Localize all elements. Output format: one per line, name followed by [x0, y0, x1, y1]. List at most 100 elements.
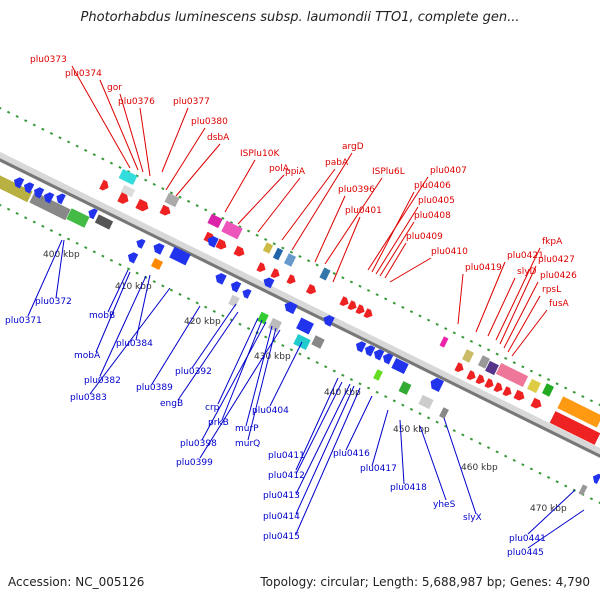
- forward-gene-label[interactable]: plu0406: [414, 181, 451, 191]
- reverse-gene-label[interactable]: plu0383: [70, 393, 107, 403]
- reverse-gene-label[interactable]: plu0417: [360, 464, 397, 474]
- forward-gene-label[interactable]: ppiA: [285, 167, 306, 177]
- tick-dot: [538, 471, 542, 475]
- scale-tick-label: 440 kbp: [324, 388, 361, 398]
- tick-dot: [49, 131, 54, 135]
- reverse-gene-arrow: [263, 277, 275, 289]
- reverse-gene-label[interactable]: plu0441: [509, 534, 546, 544]
- tick-dot: [118, 165, 122, 169]
- forward-gene-label[interactable]: plu0405: [418, 196, 455, 206]
- tick-dot: [512, 458, 516, 462]
- tick-dot: [75, 241, 79, 245]
- forward-gene-label[interactable]: polA: [269, 164, 290, 174]
- reverse-gene-label[interactable]: plu0382: [84, 376, 121, 386]
- forward-gene-labels: plu0373 plu0374 gor plu0376 plu0377 plu0380 ds…: [30, 55, 577, 309]
- leader-line: [371, 191, 415, 273]
- reverse-gene-label[interactable]: crp: [205, 403, 220, 413]
- tick-dot: [564, 484, 568, 488]
- forward-gene-label[interactable]: ISPlu6L: [372, 167, 405, 177]
- forward-gene-label[interactable]: plu0373: [30, 55, 67, 65]
- forward-gene-label[interactable]: plu0408: [414, 211, 451, 221]
- leader-line: [507, 295, 541, 353]
- forward-gene-label[interactable]: plu0427: [538, 255, 575, 265]
- reverse-gene-label[interactable]: plu0416: [333, 449, 370, 459]
- forward-gene-label[interactable]: argD: [342, 142, 364, 152]
- forward-gene-arrow: [363, 308, 373, 319]
- reverse-gene-arrow: [355, 341, 367, 353]
- forward-gene-label[interactable]: gor: [107, 83, 122, 93]
- forward-gene-label[interactable]: pabA: [325, 158, 349, 168]
- reverse-gene-label[interactable]: mobB: [89, 311, 115, 321]
- forward-gene-label[interactable]: slyD: [517, 267, 537, 277]
- gene-block: [541, 383, 555, 397]
- forward-gene-label[interactable]: plu0426: [540, 271, 577, 281]
- reverse-gene-label[interactable]: mobA: [74, 351, 101, 361]
- tick-dot: [461, 433, 465, 437]
- reverse-gene-label[interactable]: plu0371: [5, 316, 42, 326]
- forward-gene-label[interactable]: plu0421: [507, 251, 544, 261]
- forward-gene-label[interactable]: plu0396: [338, 185, 375, 195]
- forward-gene-label[interactable]: plu0407: [430, 166, 467, 176]
- reverse-gene-label[interactable]: plu0418: [390, 483, 427, 493]
- forward-gene-label[interactable]: rpsL: [542, 285, 561, 295]
- forward-gene-label[interactable]: plu0409: [406, 232, 443, 242]
- tick-dot: [229, 221, 234, 225]
- leader-line: [199, 329, 281, 459]
- reverse-gene-arrow: [153, 243, 165, 255]
- reverse-gene-label[interactable]: plu0384: [116, 339, 153, 349]
- leader-line: [345, 395, 373, 451]
- tick-dot: [41, 127, 45, 131]
- forward-gene-label[interactable]: plu0419: [465, 263, 502, 273]
- tick-dot: [204, 305, 208, 309]
- reverse-gene-arrow: [136, 238, 146, 249]
- forward-gene-label[interactable]: plu0376: [118, 97, 155, 107]
- reverse-gene-label[interactable]: prkB: [208, 418, 229, 428]
- leader-line: [295, 385, 355, 515]
- tick-dot: [32, 220, 36, 224]
- forward-gene-arrow: [256, 262, 266, 273]
- reverse-gene-label[interactable]: plu0372: [35, 297, 72, 307]
- scale-tick-label: 450 kbp: [393, 425, 430, 435]
- reverse-gene-label[interactable]: plu0411: [268, 451, 305, 461]
- reverse-gene-arrow: [382, 353, 394, 365]
- reverse-gene-label[interactable]: murP: [235, 424, 259, 434]
- reverse-gene-label[interactable]: plu0413: [263, 491, 300, 501]
- reverse-gene-label[interactable]: plu0389: [136, 383, 173, 393]
- tick-dot: [315, 263, 319, 267]
- reverse-gene-label[interactable]: plu0399: [176, 458, 213, 468]
- forward-gene-label[interactable]: plu0410: [431, 247, 468, 257]
- reverse-gene-label[interactable]: plu0415: [263, 532, 300, 542]
- forward-gene-label[interactable]: fusA: [549, 299, 570, 309]
- forward-gene-label[interactable]: plu0380: [191, 117, 228, 127]
- forward-gene-label[interactable]: dsbA: [207, 133, 230, 143]
- reverse-gene-label[interactable]: plu0404: [252, 406, 289, 416]
- tick-dot: [15, 114, 19, 118]
- gene-block: [120, 184, 136, 198]
- reverse-gene-label[interactable]: plu0445: [507, 548, 544, 558]
- reverse-gene-label[interactable]: plu0412: [268, 471, 305, 481]
- leader-line: [495, 247, 541, 341]
- reverse-gene-arrow: [242, 288, 252, 299]
- forward-gene-label[interactable]: plu0377: [173, 97, 210, 107]
- forward-gene-label[interactable]: fkpA: [542, 237, 563, 247]
- reverse-gene-label[interactable]: yheS: [433, 500, 456, 510]
- tick-dot: [15, 212, 19, 216]
- forward-gene-label[interactable]: plu0374: [65, 69, 102, 79]
- reverse-gene-label[interactable]: slyX: [463, 513, 482, 523]
- forward-gene-label[interactable]: ISPlu10K: [240, 149, 280, 159]
- reverse-gene-label[interactable]: plu0398: [180, 439, 217, 449]
- leader-line: [107, 269, 129, 313]
- tick-dot: [169, 191, 174, 195]
- leader-line: [419, 425, 447, 501]
- reverse-gene-label[interactable]: engB: [160, 399, 183, 409]
- reverse-gene-label[interactable]: murQ: [235, 439, 260, 449]
- reverse-gene-label[interactable]: plu0392: [175, 367, 212, 377]
- gene-block: [439, 336, 449, 348]
- reverse-gene-label[interactable]: plu0414: [263, 512, 300, 522]
- tick-dot: [452, 429, 456, 433]
- forward-gene-label[interactable]: plu0401: [345, 206, 382, 216]
- tick-dot: [195, 204, 199, 208]
- leader-line: [487, 277, 516, 337]
